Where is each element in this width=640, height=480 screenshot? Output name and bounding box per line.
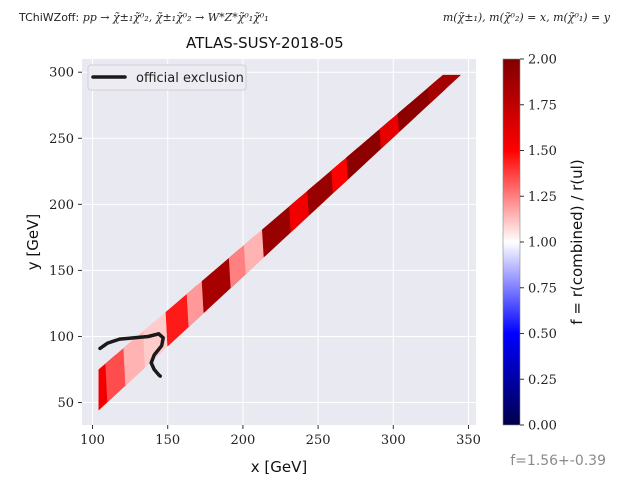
fit-result: f=1.56+-0.39	[510, 453, 606, 469]
model-name: TChiWZoff:	[19, 11, 80, 24]
official-exclusion-line	[98, 332, 165, 378]
colorbar-gradient	[502, 58, 521, 426]
y-axis-ticks: 50 100 150 200 250 300	[49, 66, 82, 411]
colorbar-tick-label: 2.00	[528, 53, 557, 68]
y-tick-label: 250	[49, 132, 74, 147]
x-tick-label: 150	[155, 433, 180, 448]
colorbar-tick-label: 1.50	[528, 144, 557, 159]
x-tick-label: 100	[80, 433, 105, 448]
y-tick-label: 300	[49, 66, 74, 81]
chart-title: ATLAS-SUSY-2018-05	[186, 34, 344, 52]
mass-relation: m(χ̃±₁), m(χ̃⁰₂) = x, m(χ̃⁰₁) = y	[442, 11, 610, 24]
colorbar-tick-label: 0.00	[528, 419, 557, 434]
colorbar-tick-label: 1.25	[528, 190, 557, 205]
x-axis-label: x [GeV]	[251, 458, 307, 476]
x-tick-label: 200	[230, 433, 255, 448]
legend-box	[87, 64, 247, 91]
colorbar-ticks: 0.00 0.25 0.50 0.75 1.00 1.25 1.50 1.75 2.00	[520, 53, 557, 434]
legend: official exclusion	[87, 64, 247, 91]
y-tick-label: 50	[57, 396, 74, 411]
x-tick-label: 300	[381, 433, 406, 448]
y-axis-label: y [GeV]	[24, 214, 42, 270]
colorbar-label: f = r(combined) / r(ul)	[568, 159, 586, 324]
colorbar: 0.00 0.25 0.50 0.75 1.00 1.25 1.50 1.75 2.00 f =…	[502, 53, 586, 434]
model-header: TChiWZoff: pp → χ̃±₁χ̃⁰₂, χ̃±₁χ̃⁰₂ → W*Z…	[19, 11, 269, 24]
process-formula: pp → χ̃±₁χ̃⁰₂, χ̃±₁χ̃⁰₂ → W*Z*χ̃⁰₁χ̃⁰₁	[82, 11, 269, 24]
x-axis-ticks: 100 150 200 250 300 350	[80, 425, 481, 448]
colorbar-tick-label: 1.00	[528, 236, 557, 251]
y-tick-label: 100	[49, 330, 74, 345]
x-tick-label: 250	[306, 433, 331, 448]
x-tick-label: 350	[456, 433, 481, 448]
colorbar-tick-label: 0.50	[528, 327, 557, 342]
grid-lines	[82, 59, 476, 425]
colorbar-tick-label: 1.75	[528, 98, 557, 113]
y-tick-label: 200	[49, 198, 74, 213]
colorbar-tick-label: 0.25	[528, 373, 557, 388]
colorbar-tick-label: 0.75	[528, 281, 557, 296]
y-tick-label: 150	[49, 264, 74, 279]
legend-label: official exclusion	[136, 71, 244, 86]
